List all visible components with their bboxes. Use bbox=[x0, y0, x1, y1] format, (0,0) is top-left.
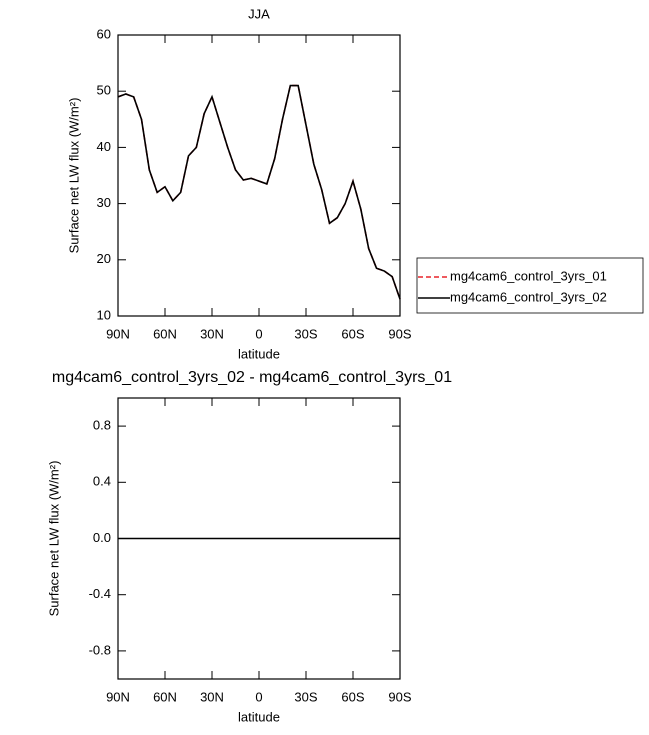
legend-box bbox=[416, 257, 644, 314]
legend-label: mg4cam6_control_3yrs_02 bbox=[450, 289, 607, 304]
y-axis-label: Surface net LW flux (W/m²) bbox=[66, 98, 81, 254]
x-tick-label: 30N bbox=[200, 326, 224, 341]
y-tick-label: 0.0 bbox=[93, 530, 111, 545]
x-tick-label: 60N bbox=[153, 689, 177, 704]
x-axis-label: latitude bbox=[238, 709, 280, 724]
x-axis-label: latitude bbox=[238, 346, 280, 361]
x-tick-label: 60N bbox=[153, 326, 177, 341]
x-tick-label: 30S bbox=[294, 689, 317, 704]
data-line bbox=[117, 84, 401, 300]
y-tick-label: -0.4 bbox=[89, 586, 111, 601]
y-tick-label: 40 bbox=[97, 139, 111, 154]
x-tick-label: 90S bbox=[388, 689, 411, 704]
x-tick-label: 90S bbox=[388, 326, 411, 341]
y-tick-label: -0.8 bbox=[89, 642, 111, 657]
y-tick-label: 30 bbox=[97, 195, 111, 210]
x-tick-label: 60S bbox=[341, 326, 364, 341]
plot-frame bbox=[117, 397, 401, 680]
x-tick-label: 0 bbox=[255, 689, 262, 704]
y-tick-label: 20 bbox=[97, 251, 111, 266]
legend-label: mg4cam6_control_3yrs_01 bbox=[450, 268, 607, 283]
plot-frame bbox=[117, 34, 401, 317]
data-line bbox=[117, 84, 401, 300]
x-tick-label: 90N bbox=[106, 326, 130, 341]
x-tick-label: 60S bbox=[341, 689, 364, 704]
y-tick-label: 0.8 bbox=[93, 418, 111, 433]
y-tick-label: 60 bbox=[97, 26, 111, 41]
x-tick-label: 90N bbox=[106, 689, 130, 704]
y-tick-label: 50 bbox=[97, 83, 111, 98]
y-tick-label: 0.4 bbox=[93, 474, 111, 489]
y-axis-label: Surface net LW flux (W/m²) bbox=[46, 461, 61, 617]
chart-title: JJA bbox=[248, 6, 270, 21]
x-tick-label: 30S bbox=[294, 326, 317, 341]
x-tick-label: 30N bbox=[200, 689, 224, 704]
x-tick-label: 0 bbox=[255, 326, 262, 341]
chart-title: mg4cam6_control_3yrs_02 - mg4cam6_contro… bbox=[52, 369, 452, 386]
y-tick-label: 10 bbox=[97, 307, 111, 322]
